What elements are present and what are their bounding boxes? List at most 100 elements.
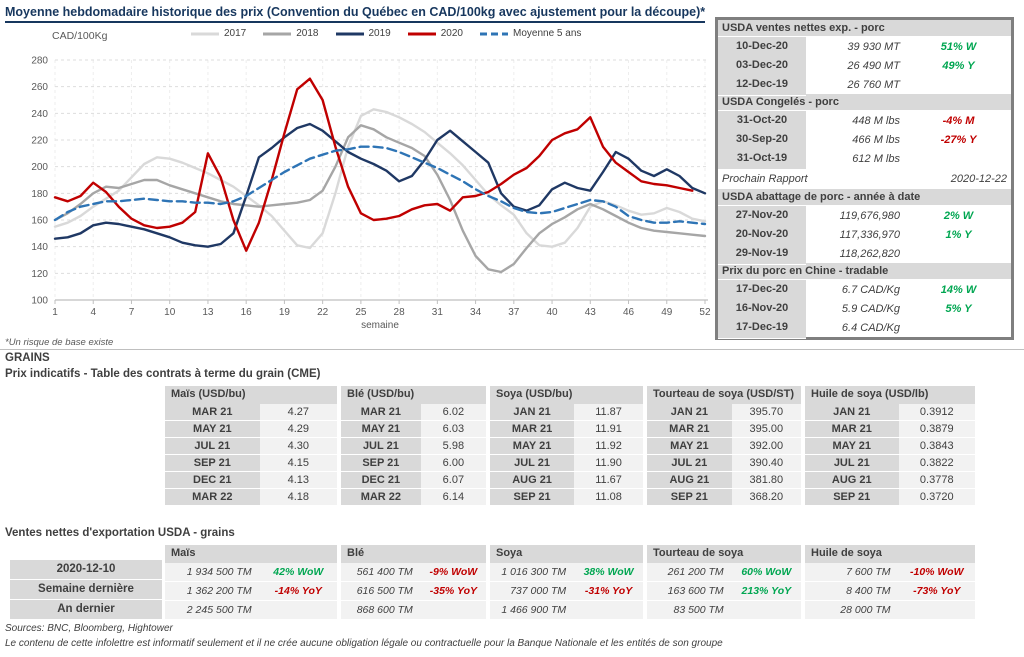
contract-month-cell: MAR 21: [805, 421, 899, 438]
export-value-cell: 616 500 TM: [341, 582, 421, 601]
contract-month-cell: MAY 21: [490, 438, 575, 455]
contract-price-cell: 11.90: [574, 455, 643, 472]
x-tick-label: 19: [279, 307, 291, 318]
contract-month-cell: JAN 21: [490, 404, 575, 421]
y-axis-title: CAD/100Kg: [52, 30, 108, 42]
futures-row: JUL 21 390.40: [647, 455, 801, 472]
contract-price-cell: 11.87: [574, 404, 643, 421]
futures-row: MAY 21 6.03: [341, 421, 486, 438]
futures-group: Tourteau de soya (USD/ST) JAN 21 395.70 MAR…: [647, 386, 801, 506]
export-group-header: Maïs: [165, 545, 337, 563]
legend-label: 2019: [368, 28, 391, 39]
export-row: 616 500 TM -35% YoY: [341, 582, 486, 601]
export-group-header: Soya: [490, 545, 643, 563]
futures-group: Soya (USD/bu) JAN 21 11.87 MAR 21 11.91 MAY 2…: [490, 386, 643, 506]
export-row: 8 400 TM -73% YoY: [805, 582, 975, 601]
export-value-cell: 28 000 TM: [805, 601, 899, 620]
futures-row: SEP 21 6.00: [341, 455, 486, 472]
value-cell: 612 M lbs: [852, 153, 900, 165]
export-group-header: Huile de soya: [805, 545, 975, 563]
chart-footnote: *Un risque de base existe: [5, 337, 114, 348]
x-tick-label: 43: [585, 307, 597, 318]
export-value-cell: 1 362 200 TM: [165, 582, 260, 601]
export-group: Blé 561 400 TM -9% WoW 616 500 TM -35% YoY 86…: [341, 545, 486, 620]
contract-month-cell: SEP 21: [490, 489, 575, 506]
export-change-cell: -35% YoY: [420, 582, 486, 601]
value-cell: 6.4 CAD/Kg: [841, 322, 900, 334]
date-cell: 17-Dec-19: [718, 317, 806, 339]
export-row: 2 245 500 TM: [165, 601, 337, 620]
contract-month-cell: MAR 22: [165, 489, 260, 506]
x-tick-label: 25: [355, 307, 367, 318]
legend-swatch: [407, 32, 436, 35]
y-tick-label: 240: [31, 109, 48, 120]
contract-month-cell: SEP 21: [647, 489, 732, 506]
stat-row: 31-Oct-20 448 M lbs -4% M: [718, 110, 1011, 132]
value-cell: 26 490 MT: [847, 60, 900, 72]
legend-item-2020: 2020: [407, 28, 463, 39]
value-cell: 118,262,820: [839, 248, 900, 260]
legend-item-2019: 2019: [335, 28, 391, 39]
chart-plot-area: 280 260 240 220 200 180 160 140 120 100 1 4 7 10 13 16 1…: [31, 56, 711, 332]
futures-row: MAY 21 392.00: [647, 438, 801, 455]
contract-price-cell: 6.07: [420, 472, 486, 489]
date-cell: 16-Nov-20: [718, 298, 806, 320]
contract-month-cell: MAY 21: [341, 421, 421, 438]
date-cell: 29-Nov-19: [718, 243, 806, 265]
export-row: 868 600 TM: [341, 601, 486, 620]
x-axis-title: semaine: [361, 320, 399, 331]
contract-price-cell: 5.98: [420, 438, 486, 455]
export-value-cell: 2 245 500 TM: [165, 601, 260, 620]
futures-row: MAR 21 395.00: [647, 421, 801, 438]
export-row: 7 600 TM -10% WoW: [805, 563, 975, 582]
futures-row: JAN 21 0.3912: [805, 404, 975, 421]
date-cell: 31-Oct-20: [718, 110, 806, 132]
contract-month-cell: MAY 21: [647, 438, 732, 455]
change-cell: 1% Y: [945, 229, 972, 241]
series-line-2017: [53, 108, 707, 250]
contract-price-cell: 4.27: [259, 404, 337, 421]
contract-month-cell: MAR 21: [490, 421, 575, 438]
export-change-cell: [898, 601, 975, 620]
export-change-cell: 42% WoW: [259, 563, 337, 582]
value-cell: 39 930 MT: [847, 41, 900, 53]
change-cell: 49% Y: [942, 60, 975, 72]
value-cell: 6.7 CAD/Kg: [841, 284, 900, 296]
x-tick-label: 1: [52, 307, 58, 318]
futures-row: JUL 21 0.3822: [805, 455, 975, 472]
export-row: 1 362 200 TM -14% YoY: [165, 582, 337, 601]
cme-table-title: Prix indicatifs - Table des contrats à t…: [5, 368, 321, 380]
futures-group: Blé (USD/bu) MAR 21 6.02 MAY 21 6.03 JUL 21 5.…: [341, 386, 486, 506]
sources-note: Sources: BNC, Bloomberg, Hightower: [5, 623, 173, 634]
stat-row: 20-Nov-20 117,336,970 1% Y: [718, 224, 1011, 246]
export-group: Maïs 1 934 500 TM 42% WoW 1 362 200 TM -14% …: [165, 545, 337, 620]
futures-row: MAR 22 6.14: [341, 489, 486, 506]
contract-price-cell: 4.30: [259, 438, 337, 455]
value-cell: 448 M lbs: [852, 115, 900, 127]
futures-row: MAR 21 6.02: [341, 404, 486, 421]
export-value-cell: 1 934 500 TM: [165, 563, 260, 582]
contract-price-cell: 6.14: [420, 489, 486, 506]
export-group: Soya 1 016 300 TM 38% WoW 737 000 TM -31% Yo…: [490, 545, 643, 620]
grains-heading: GRAINS: [5, 352, 50, 364]
contract-month-cell: AUG 21: [805, 472, 899, 489]
futures-row: SEP 21 4.15: [165, 455, 337, 472]
value-cell: 117,336,970: [839, 229, 900, 241]
export-row: 1 934 500 TM 42% WoW: [165, 563, 337, 582]
contract-month-cell: DEC 21: [165, 472, 260, 489]
export-change-cell: [574, 601, 643, 620]
disclaimer: Le contenu de cette infolettre est infor…: [5, 638, 723, 649]
legend-label: 2020: [440, 28, 463, 39]
export-row: 561 400 TM -9% WoW: [341, 563, 486, 582]
futures-row: AUG 21 11.67: [490, 472, 643, 489]
export-row: 1 016 300 TM 38% WoW: [490, 563, 643, 582]
section-header: USDA abattage de porc - année à date: [718, 189, 1011, 206]
export-change-cell: -73% YoY: [898, 582, 975, 601]
contract-month-cell: JUL 21: [805, 455, 899, 472]
export-value-cell: 868 600 TM: [341, 601, 421, 620]
futures-row: JUL 21 5.98: [341, 438, 486, 455]
legend-item-2017: 2017: [190, 28, 246, 39]
export-change-cell: 213% YoY: [731, 582, 801, 601]
contract-month-cell: JUL 21: [165, 438, 260, 455]
futures-row: AUG 21 0.3778: [805, 472, 975, 489]
